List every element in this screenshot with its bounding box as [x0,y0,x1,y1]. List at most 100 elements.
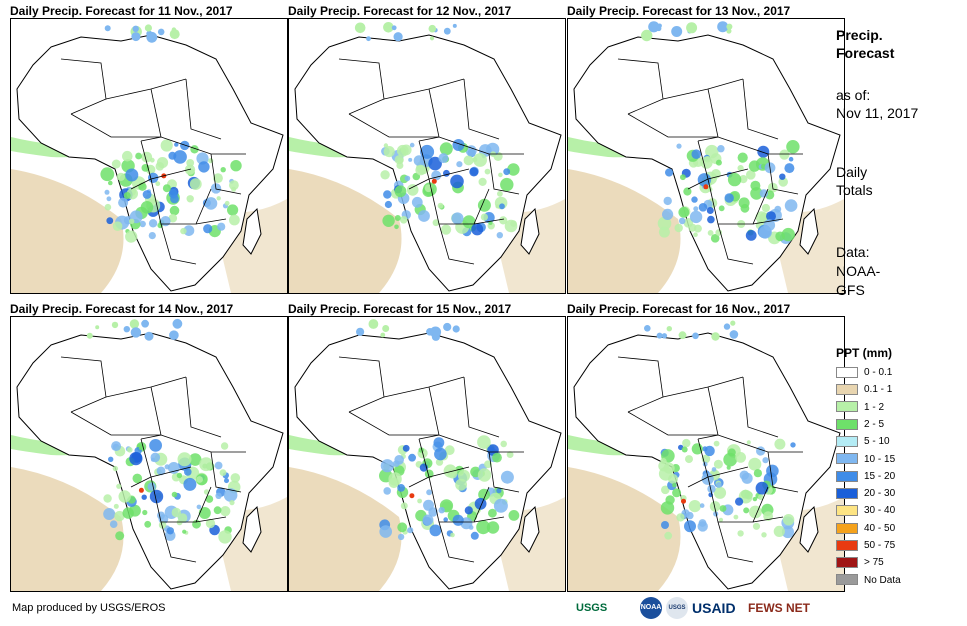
rain-cell [666,326,672,332]
rain-cell [444,445,455,456]
legend-swatch [836,401,858,413]
rain-cell [227,204,239,216]
rain-cell [752,496,758,502]
rain-cell [176,472,183,479]
rain-cell [189,178,202,191]
usaid-logo: USAID [692,600,736,616]
country-border [408,178,430,190]
precip-map [567,18,845,294]
rain-cell [127,447,133,453]
rain-cell [437,202,444,209]
rain-cell [231,186,237,192]
rain-cell [400,502,408,510]
rain-cell [129,452,143,466]
rain-cell [426,489,432,496]
rain-cell [488,220,493,225]
rain-cell [196,504,202,510]
rain-cell [439,142,453,156]
rain-cell [148,232,156,240]
rain-cell [155,181,161,187]
rain-cell [434,447,447,461]
rain-cell [657,216,672,231]
rain-cell [661,485,670,495]
legend-item: 0 - 0.1 [836,366,892,379]
rain-cell [184,164,196,175]
rain-cell [774,205,782,213]
rain-cell [718,517,724,522]
country-border [150,178,212,225]
rain-cell [715,159,722,166]
legend-item: 5 - 10 [836,435,890,448]
rain-cell [477,435,491,449]
legend-swatch [836,522,858,534]
rain-cell [688,500,701,513]
rain-cell [685,455,693,464]
rain-cell [404,175,411,182]
rain-cell [711,332,720,341]
noaa-logo: NOAA [640,597,662,619]
country-border [210,451,242,493]
rain-cell [409,142,415,148]
rain-cell [116,172,125,181]
legend-item: > 75 [836,556,884,569]
country-border [60,356,107,413]
rain-cell [394,215,401,221]
rain-cell [115,531,125,541]
africa-map-svg [11,24,287,293]
rain-cell [464,506,473,515]
rain-cell [422,514,434,526]
legend-label: 15 - 20 [864,470,896,482]
rain-cell [707,484,716,494]
country-border [767,153,799,195]
dry-area-atlantic [289,467,402,591]
country-border [767,451,799,493]
country-border [130,476,152,488]
legend-label: 0 - 0.1 [864,367,893,378]
precip-map [10,18,288,294]
country-border [210,153,242,195]
rain-cell [766,464,779,478]
rain-cell [458,469,470,482]
country-border [195,218,227,225]
rain-cell [737,152,748,163]
rain-cell [727,172,742,187]
rain-cell [160,139,173,152]
country-border [473,218,505,225]
dry-area-atlantic [568,467,681,591]
country-border [338,356,385,413]
country-border [348,411,439,436]
rain-cell [112,221,123,231]
rain-cell [658,226,670,238]
precip-map [288,316,566,592]
map-credit: Map produced by USGS/EROS [12,602,166,614]
rain-cell [781,227,795,242]
rain-cell [707,230,714,236]
rain-cell [455,478,467,491]
rain-cell [779,149,790,160]
rain-cell [142,190,152,199]
rain-cell [173,150,187,164]
country-border [617,58,664,115]
rain-cell [111,441,122,452]
legend-swatch [836,470,858,482]
rain-cell [420,144,435,159]
rain-cell [166,527,174,535]
rain-cell [384,200,392,209]
madagascar-outline [242,207,262,255]
country-border [707,476,769,523]
heavy-rain-cell [431,178,437,184]
rain-cell [682,438,691,448]
forecast-panel: Daily Precip. Forecast for 15 Nov., 2017 [288,302,566,594]
rain-cell [141,151,153,163]
fews-net-logo: FEWS NET [748,601,810,615]
rain-cell [672,482,677,488]
rain-cell [763,219,776,231]
rain-cell [762,457,769,464]
rain-cell [215,492,222,499]
legend-item: 50 - 75 [836,539,895,552]
rain-cell [164,464,170,470]
africa-outline [16,332,284,590]
rain-cell [103,494,112,503]
rain-cell [125,168,139,182]
rain-cell [713,459,723,469]
